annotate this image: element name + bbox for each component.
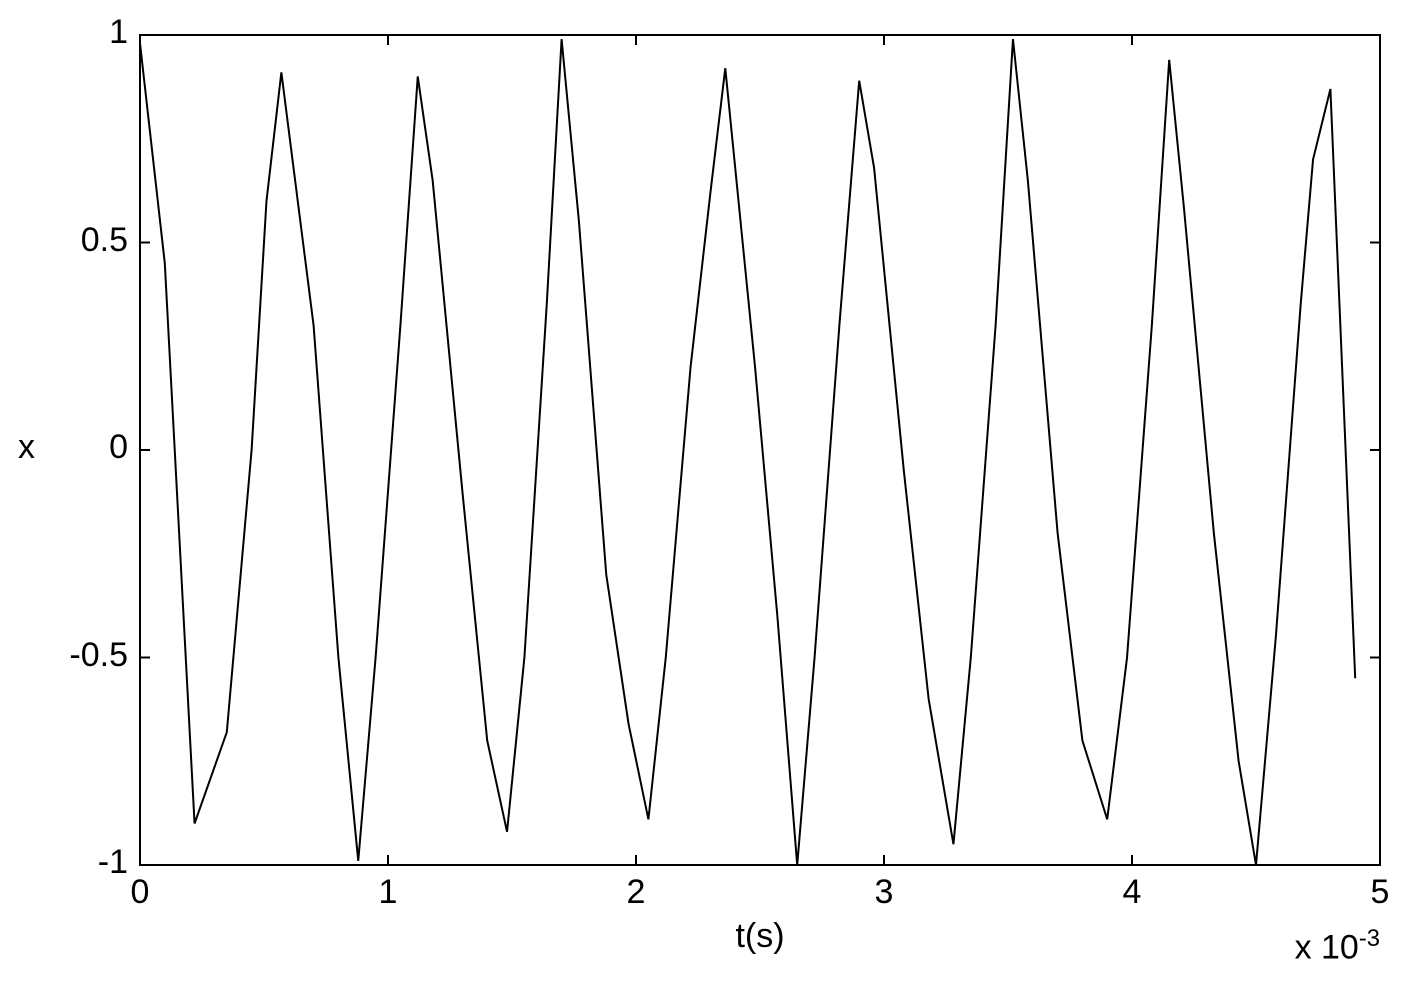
y-tick-label: -1 (98, 843, 128, 882)
x-axis-exponent: x 10-3 (1295, 925, 1380, 967)
x-tick-label: 1 (358, 873, 418, 912)
y-tick-label: -0.5 (69, 636, 128, 675)
x-tick-label: 5 (1350, 873, 1410, 912)
x-axis-label: t(s) (710, 917, 810, 956)
y-tick-label: 0 (109, 428, 128, 467)
y-axis-label: x (18, 428, 35, 467)
plot-svg (0, 0, 1423, 988)
exponent-superscript: -3 (1359, 925, 1380, 952)
plot-border (140, 35, 1380, 865)
x-tick-label: 3 (854, 873, 914, 912)
exponent-base: x 10 (1295, 928, 1359, 966)
x-tick-label: 4 (1102, 873, 1162, 912)
y-tick-label: 1 (109, 13, 128, 52)
y-tick-label: 0.5 (81, 221, 128, 260)
x-tick-label: 2 (606, 873, 666, 912)
